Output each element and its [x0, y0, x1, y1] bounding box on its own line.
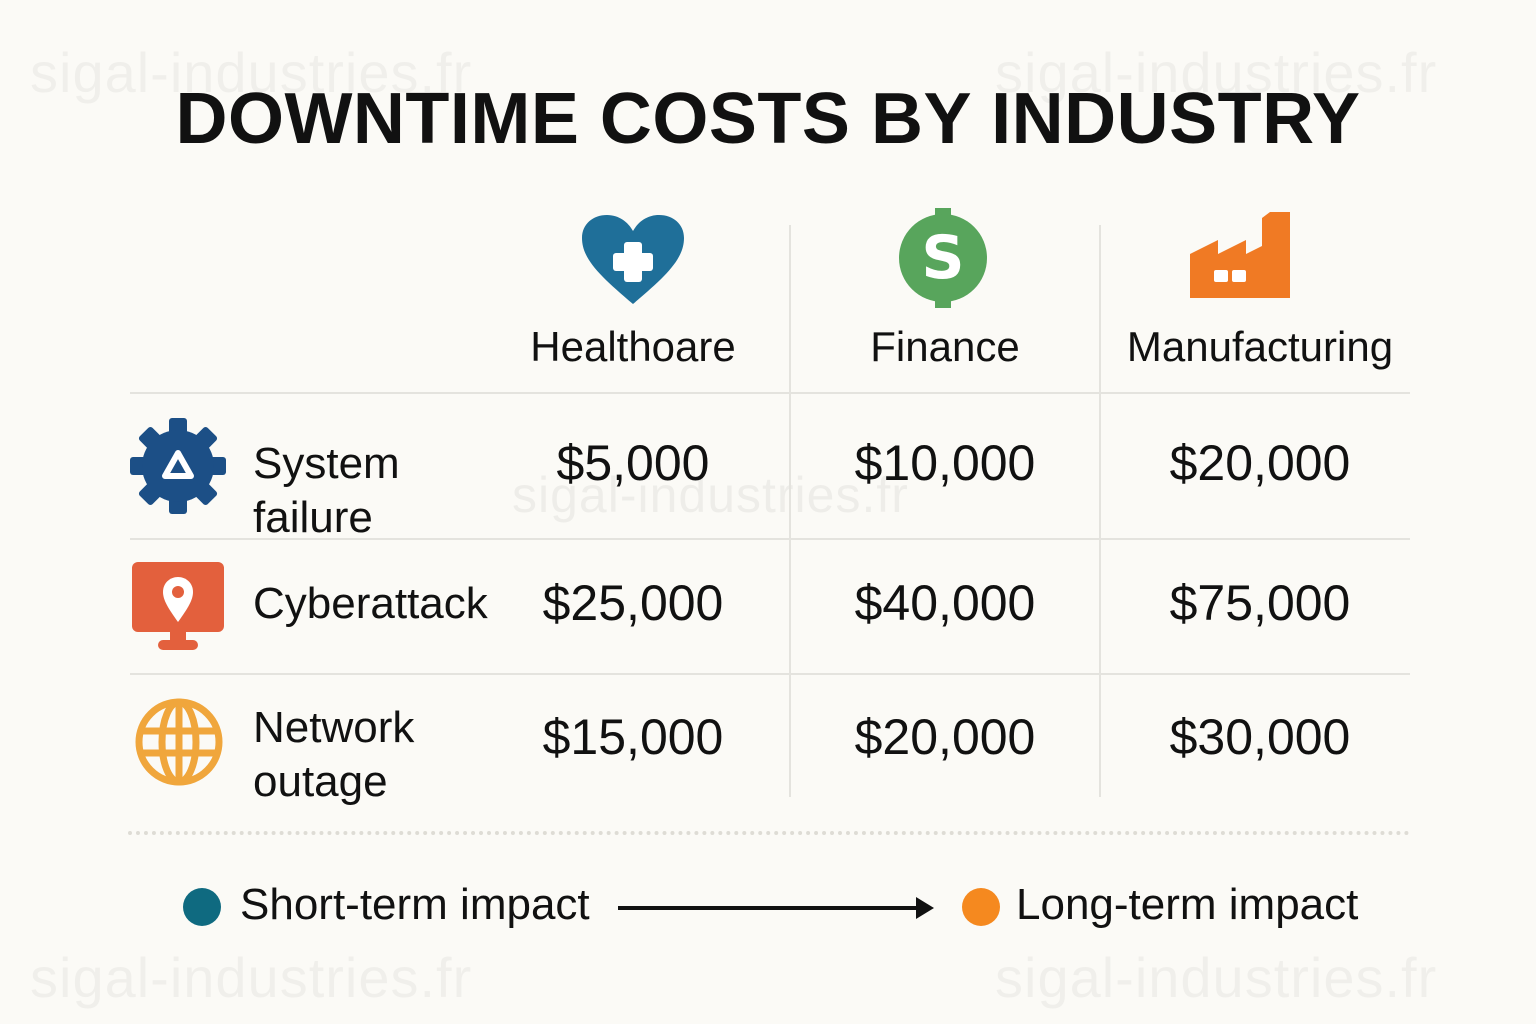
row-label-cyberattack: Cyberattack	[253, 579, 488, 628]
table-cell: $5,000	[556, 435, 710, 491]
dotted-separator	[128, 831, 1410, 835]
row-label-line: outage	[253, 757, 388, 806]
table-cell: $15,000	[542, 709, 724, 765]
row-divider	[130, 538, 1410, 540]
row-label-line: Network	[253, 703, 415, 752]
row-divider	[130, 392, 1410, 394]
table-cell: $40,000	[854, 575, 1036, 631]
long-term-dot	[962, 888, 1000, 926]
globe-icon	[134, 697, 230, 793]
arrow-right-icon	[618, 893, 936, 928]
table-cell: $10,000	[854, 435, 1036, 491]
column-divider	[1099, 225, 1101, 797]
monitor-location-icon	[130, 560, 226, 656]
gear-warning-icon	[130, 418, 226, 514]
watermark: sigal-industries.fr	[30, 945, 472, 1010]
row-label-line: System	[253, 439, 400, 488]
page-title: DOWNTIME COSTS BY INDUSTRY	[175, 79, 1361, 159]
row-divider	[130, 673, 1410, 675]
factory-icon	[1188, 212, 1292, 305]
table-cell: $75,000	[1169, 575, 1351, 631]
row-label-system-failure: System failure	[253, 437, 400, 545]
watermark: sigal-industries.fr	[995, 945, 1437, 1010]
legend-long-term: Long-term impact	[1016, 880, 1359, 929]
row-label-line: failure	[253, 493, 373, 542]
heart-cross-icon	[580, 214, 686, 311]
column-header-healthcare: Healthoare	[530, 323, 736, 370]
legend-short-term: Short-term impact	[240, 880, 590, 929]
column-header-finance: Finance	[870, 323, 1020, 370]
table-cell: $30,000	[1169, 709, 1351, 765]
table-cell: $20,000	[854, 709, 1036, 765]
column-divider	[789, 225, 791, 797]
short-term-dot	[183, 888, 221, 926]
dollar-coin-icon: S	[895, 208, 991, 313]
table-cell: $25,000	[542, 575, 724, 631]
column-header-manufacturing: Manufacturing	[1126, 323, 1394, 370]
table-cell: $20,000	[1169, 435, 1351, 491]
svg-text:S: S	[921, 223, 964, 293]
row-label-network-outage: Network outage	[253, 701, 414, 809]
